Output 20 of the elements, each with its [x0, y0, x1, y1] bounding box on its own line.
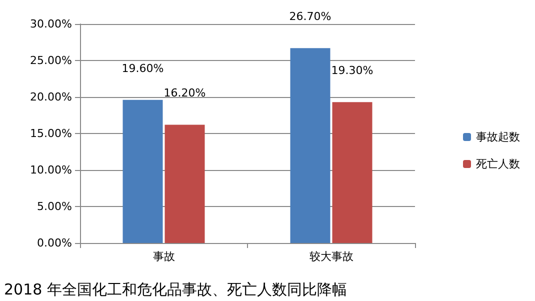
y-tick-label: 10.00%	[30, 164, 72, 176]
text: 2018 年全国化工和危化品事故、死亡人数同比降幅	[4, 280, 347, 298]
x-tick-label: 事故	[152, 250, 175, 263]
bar	[122, 100, 163, 243]
y-tick-label: 0.00%	[37, 236, 72, 250]
data-label: 19.30%	[331, 64, 374, 78]
y-tick-label: 5.00%	[37, 200, 72, 213]
data-label: 19.60%	[122, 62, 164, 75]
y-tick-label: 30.00%	[30, 18, 72, 30]
bar	[290, 48, 330, 243]
data-label: 26.70%	[289, 10, 332, 24]
y-tick-label: 20.00%	[30, 90, 72, 104]
legend-label: 死亡人数	[476, 158, 520, 170]
bar	[164, 124, 205, 243]
data-label: 16.20%	[164, 86, 206, 100]
y-tick-label: 25.00%	[30, 54, 72, 67]
bar	[332, 102, 372, 243]
x-tick-label: 较大事故	[309, 250, 354, 263]
y-tick-label: 15.00%	[30, 127, 72, 140]
legend-label: 事故起数	[476, 130, 520, 144]
